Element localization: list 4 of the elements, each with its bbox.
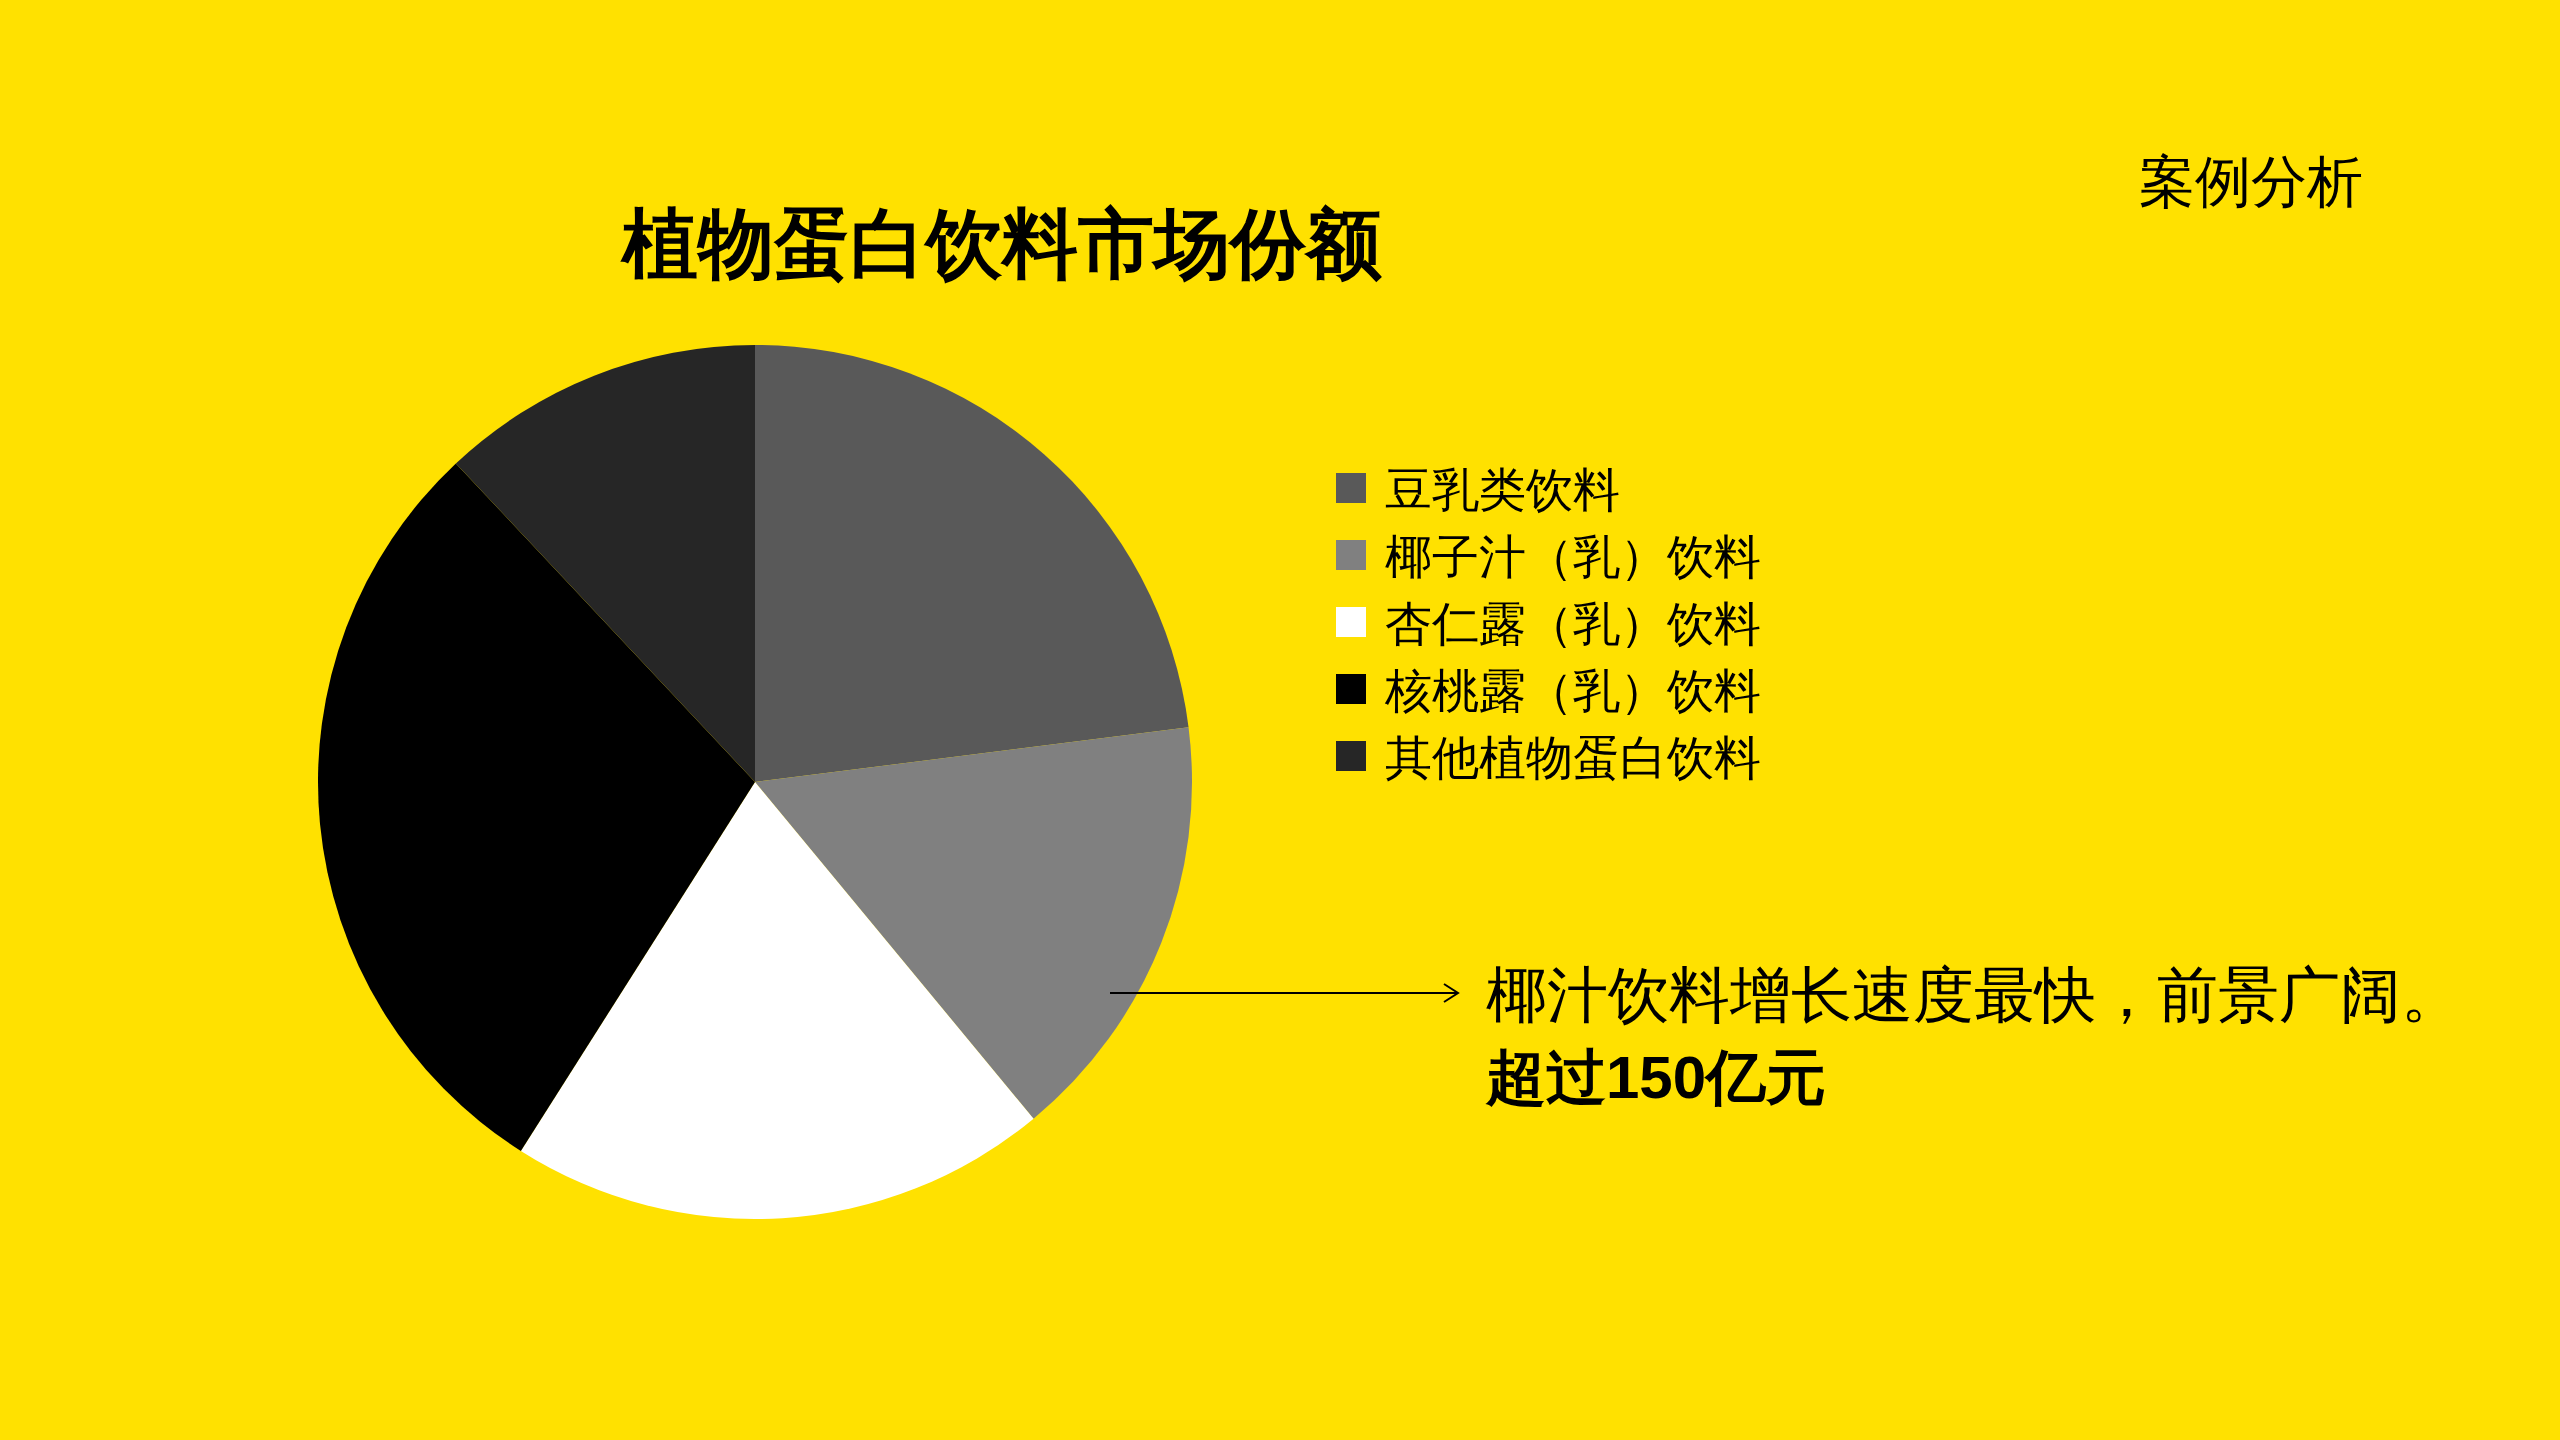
annotation: 超过150亿元	[1486, 1044, 1827, 1111]
annotation: 椰汁饮料增长速度最快，前景广阔。	[1486, 961, 2462, 1029]
annotation: 案例分析	[2139, 150, 2363, 213]
title: 植物蛋白饮料市场份额	[622, 201, 1382, 286]
